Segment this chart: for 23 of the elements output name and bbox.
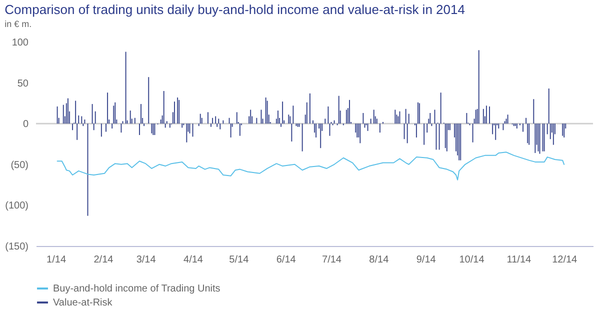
x-tick-label: 9/14 — [416, 254, 436, 266]
line-series — [56, 152, 565, 180]
legend-label: Value-at-Risk — [53, 298, 114, 308]
x-tick-label: 1/14 — [46, 254, 66, 266]
chart-subtitle: in € m. — [4, 19, 32, 29]
x-tick-label: 2/14 — [94, 254, 114, 266]
x-tick-label: 3/14 — [136, 254, 156, 266]
y-tick-label: (100) — [5, 200, 28, 212]
x-tick-label: 10/14 — [459, 254, 485, 266]
y-tick-label: 100 — [12, 38, 29, 48]
chart-title: Comparison of trading units daily buy-and-hold income and value-at-risk in 2014 — [4, 2, 465, 17]
x-tick-label: 12/14 — [552, 254, 578, 266]
x-tick-label: 8/14 — [369, 254, 390, 266]
x-tick-label: 5/14 — [229, 254, 250, 266]
y-tick-label: (150) — [5, 242, 28, 252]
x-tick-label: 6/14 — [276, 254, 296, 266]
x-tick-label: 7/14 — [322, 254, 342, 266]
x-tick-label: 11/14 — [506, 254, 532, 266]
y-tick-label: (50) — [10, 160, 28, 171]
y-tick-label: 0 — [22, 119, 29, 130]
y-tick-label: 50 — [17, 78, 29, 90]
x-tick-label: 4/14 — [184, 254, 204, 266]
legend-label: Buy-and-hold income of Trading Units — [53, 284, 220, 294]
